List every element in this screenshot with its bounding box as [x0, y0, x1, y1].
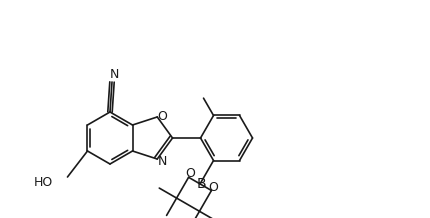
Text: N: N — [109, 68, 119, 80]
Text: O: O — [209, 181, 218, 194]
Text: N: N — [157, 155, 167, 168]
Text: O: O — [157, 111, 167, 123]
Text: B: B — [196, 177, 206, 191]
Text: HO: HO — [34, 175, 53, 189]
Text: O: O — [186, 167, 196, 180]
